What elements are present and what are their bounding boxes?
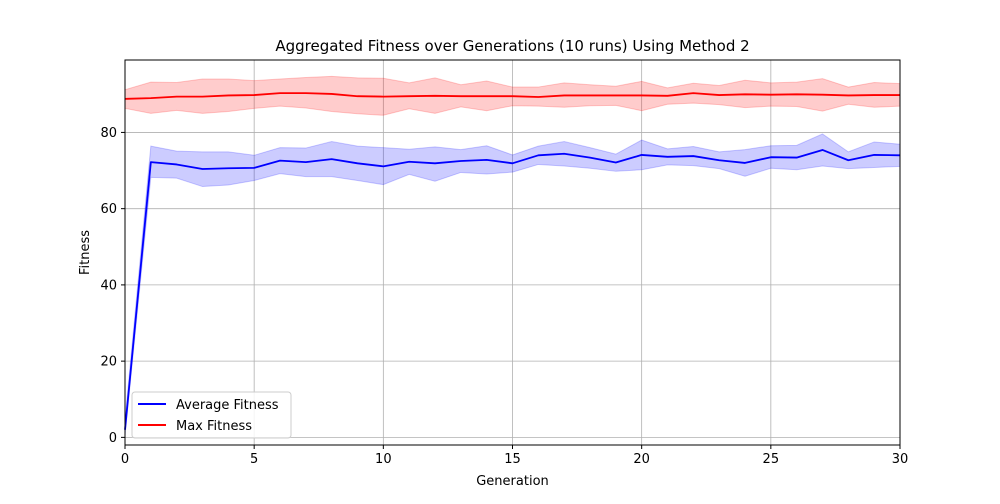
x-tick-label: 25 [763,452,780,467]
x-tick-label: 20 [633,452,650,467]
y-axis-label: Fitness [78,230,93,275]
x-tick-label: 15 [504,452,521,467]
y-tick-label: 80 [100,126,117,141]
x-tick-label: 0 [121,452,129,467]
axis-ticks: 0 5 10 15 20 25 30 0 20 40 60 80 [100,126,908,467]
y-tick-label: 60 [100,202,117,217]
legend: Average Fitness Max Fitness [131,391,292,439]
y-tick-label: 20 [100,355,117,370]
y-tick-label: 40 [100,278,117,293]
legend-box [131,391,292,439]
chart-title: Aggregated Fitness over Generations (10 … [275,37,749,55]
grid [124,60,901,445]
x-tick-label: 5 [250,452,258,467]
y-tick-label: 0 [109,431,117,446]
x-tick-label: 30 [892,452,909,467]
series-lines [124,92,901,430]
legend-label-max-fitness: Max Fitness [176,419,252,434]
x-axis-label: Generation [476,474,549,489]
legend-label-average-fitness: Average Fitness [176,398,279,413]
x-tick-label: 10 [375,452,392,467]
max-fitness-line [124,92,900,100]
average-fitness-line [124,149,901,430]
